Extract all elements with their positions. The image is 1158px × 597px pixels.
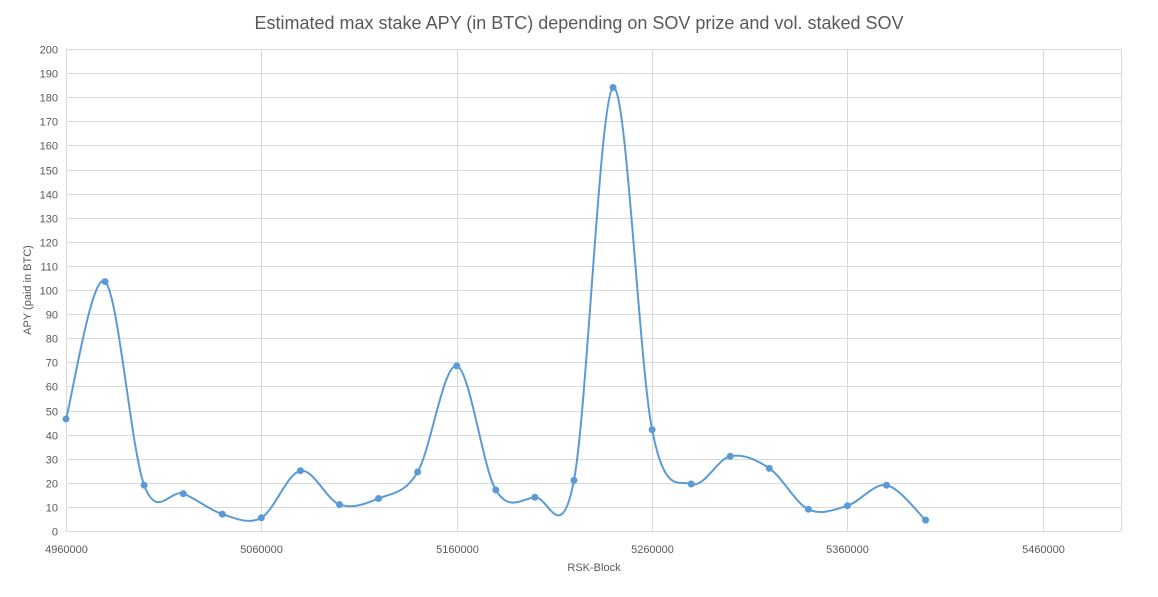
data-point (531, 493, 539, 501)
y-tick-label: 100 (40, 286, 58, 298)
y-tick-label: 110 (40, 262, 58, 274)
y-tick-label: 60 (46, 382, 58, 394)
y-tick-label: 180 (40, 93, 58, 105)
x-tick-label: 5060000 (240, 544, 283, 556)
y-tick-label: 170 (40, 117, 58, 129)
data-point (101, 278, 109, 286)
data-point (296, 467, 304, 475)
y-axis-ticks: 0 10 20 30 40 50 60 70 80 90 100 110 120 130 140 150 160… (40, 45, 58, 539)
y-tick-label: 120 (40, 238, 58, 250)
x-tick-label: 5360000 (826, 544, 869, 556)
series (62, 84, 930, 524)
y-tick-label: 200 (40, 45, 58, 57)
data-point (62, 415, 70, 423)
data-point (414, 468, 422, 476)
data-point (765, 464, 773, 472)
data-point (726, 452, 734, 460)
data-point (336, 500, 344, 508)
data-point (179, 490, 187, 498)
x-axis-ticks: 4960000 5060000 5160000 5260000 5360000 54600… (45, 544, 1065, 556)
gridlines (66, 49, 1122, 532)
y-tick-label: 30 (46, 455, 58, 467)
y-tick-label: 40 (46, 431, 58, 443)
y-tick-label: 160 (40, 141, 58, 153)
chart-title: Estimated max stake APY (in BTC) dependi… (255, 13, 904, 33)
y-tick-label: 70 (46, 358, 58, 370)
y-tick-label: 50 (46, 407, 58, 419)
data-point (492, 486, 500, 494)
y-tick-label: 130 (40, 214, 58, 226)
data-point (648, 426, 656, 434)
data-point (218, 510, 226, 518)
series-line (65, 86, 927, 522)
y-tick-label: 140 (40, 190, 58, 202)
data-point (687, 480, 695, 488)
y-tick-label: 20 (46, 479, 58, 491)
y-tick-label: 10 (46, 503, 58, 515)
data-point (609, 84, 617, 92)
y-tick-label: 0 (52, 527, 58, 539)
y-tick-label: 150 (40, 166, 58, 178)
data-point (257, 514, 265, 522)
y-tick-label: 80 (46, 334, 58, 346)
x-axis-label: RSK-Block (567, 562, 621, 574)
x-tick-label: 5460000 (1022, 544, 1065, 556)
x-tick-label: 5160000 (436, 544, 479, 556)
data-point (453, 362, 461, 370)
x-tick-label: 5260000 (631, 544, 674, 556)
data-point (140, 481, 148, 489)
y-tick-label: 190 (40, 69, 58, 81)
y-tick-label: 90 (46, 310, 58, 322)
y-axis-label: APY (paid in BTC) (22, 245, 34, 335)
data-point (804, 505, 812, 513)
data-point (843, 502, 851, 510)
x-tick-label: 4960000 (45, 544, 88, 556)
data-point (375, 494, 383, 502)
data-point (922, 516, 930, 524)
data-point (883, 481, 891, 489)
data-point (570, 476, 578, 484)
